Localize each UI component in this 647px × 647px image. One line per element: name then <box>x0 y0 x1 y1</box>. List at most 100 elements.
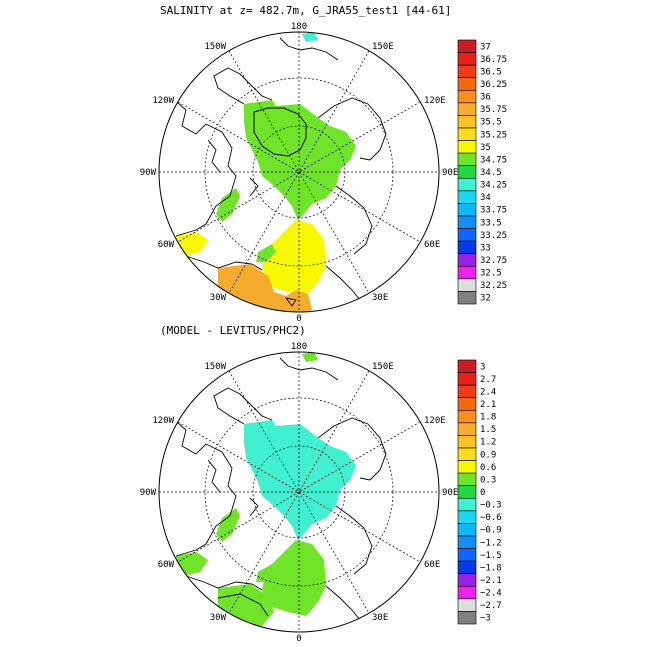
colorbar-swatch <box>457 497 477 512</box>
colorbar-tick-label: 0.3 <box>480 475 496 485</box>
lon-label: 150W <box>204 362 226 372</box>
lon-label: 90W <box>140 168 157 178</box>
colorbar-tick-label: 0.9 <box>480 450 496 460</box>
colorbar-swatch <box>457 472 477 487</box>
panel-salinity: SALINITY at z= 482.7m, G_JRA55_test1 [44… <box>140 4 507 324</box>
colorbar-tick-label: 1.2 <box>480 438 496 448</box>
colorbar-swatch <box>457 228 477 242</box>
colorbar-tick-label: 33.5 <box>480 218 502 228</box>
colorbar-swatch <box>457 52 477 66</box>
colorbar-tick-label: 32.75 <box>480 256 507 266</box>
region-labrador-diff <box>176 552 208 576</box>
colorbar-swatch <box>457 560 477 575</box>
colorbar-tick-label: −0.9 <box>480 526 502 536</box>
colorbar-swatch <box>457 585 477 600</box>
lon-label: 30W <box>210 613 227 623</box>
colorbar-tick-label: 35 <box>480 143 491 153</box>
colorbar-tick-label: 3 <box>480 362 485 372</box>
colorbar-tick-label: 33.75 <box>480 206 507 216</box>
map-2: 180 150E 120E 90E 60E 30E 0 30W 60W 90W … <box>140 342 459 644</box>
colorbar-swatch <box>457 152 477 167</box>
lon-labels-2: 180 150E 120E 90E 60E 30E 0 30W 60W 90W … <box>140 342 459 644</box>
colorbar-swatch <box>457 89 477 104</box>
colorbar-tick-label: 1.5 <box>480 425 496 435</box>
colorbar-swatch <box>457 435 477 449</box>
colorbar-swatch <box>457 278 477 292</box>
colorbar-swatch <box>457 447 477 461</box>
colorbar-swatch <box>457 397 477 411</box>
colorbar-tick-label: 37 <box>480 42 491 52</box>
region-greenland-sea-strip <box>256 244 276 262</box>
colorbar-swatch <box>457 384 477 399</box>
lon-label: 120W <box>152 416 174 426</box>
lon-label: 150W <box>204 42 226 52</box>
lon-label: 60E <box>424 240 440 250</box>
coastlines-2 <box>169 357 387 629</box>
colorbar-swatch <box>457 611 477 625</box>
colorbar-swatch <box>457 372 477 386</box>
colorbar-tick-label: 34.75 <box>480 155 507 165</box>
lon-label: 120E <box>424 96 446 106</box>
lon-label: 150E <box>372 42 394 52</box>
region-nordic-seas-diff <box>262 540 326 616</box>
colorbar-swatch <box>457 240 477 255</box>
graticule-1 <box>159 32 439 312</box>
colorbar-tick-label: 33.25 <box>480 231 507 241</box>
lon-label: 0 <box>296 634 301 644</box>
region-greenland-strip-diff <box>256 564 276 582</box>
colorbar-tick-label: −0.6 <box>480 513 502 523</box>
colorbar-tick-label: 0 <box>480 488 485 498</box>
colorbar-swatch <box>457 535 477 549</box>
colorbar-swatch <box>457 359 477 373</box>
lon-labels-1: 180 150E 120E 90E 60E 30E 0 30W 60W 90W … <box>140 22 459 324</box>
colorbar-swatch <box>457 523 477 537</box>
colorbar-tick-label: −1.5 <box>480 551 502 561</box>
colorbar-tick-label: 34.25 <box>480 181 507 191</box>
colorbar-tick-label: 34 <box>480 193 491 203</box>
colorbar-tick-label: 35.75 <box>480 105 507 115</box>
region-labrador-sea <box>176 232 208 256</box>
salinity-field <box>176 32 356 312</box>
colorbar-swatch <box>457 510 477 524</box>
colorbar-tick-label: −3 <box>480 614 491 624</box>
region-baffin-strip <box>216 188 240 222</box>
lon-label: 150E <box>372 362 394 372</box>
colorbar-tick-label: 35.5 <box>480 118 502 128</box>
lon-label: 60W <box>158 560 175 570</box>
colorbar-swatch <box>457 573 477 587</box>
colorbar-tick-label: 2.4 <box>480 387 496 397</box>
colorbar-tick-label: 2.7 <box>480 375 496 385</box>
region-atlantic-inflow <box>218 264 312 312</box>
colorbar-tick-label: 2.1 <box>480 400 496 410</box>
colorbar-swatch <box>457 177 477 192</box>
panel-2-title: (MODEL - LEVITUS/PHC2) <box>160 324 306 337</box>
colorbar-swatch <box>457 190 477 204</box>
lon-label: 90W <box>140 488 157 498</box>
lon-label: 60E <box>424 560 440 570</box>
colorbar-swatch <box>457 598 477 612</box>
colorbar-tick-label: 0.6 <box>480 463 496 473</box>
colorbar-swatch <box>457 115 477 129</box>
panel-1-title: SALINITY at z= 482.7m, G_JRA55_test1 [44… <box>160 4 451 17</box>
colorbar-swatch <box>457 265 477 280</box>
colorbar-swatch <box>457 253 477 267</box>
lon-label: 120E <box>424 416 446 426</box>
colorbar-swatch <box>457 102 477 116</box>
graticule-2 <box>159 352 439 632</box>
colorbar-tick-label: −1.2 <box>480 538 502 548</box>
lon-label: 180 <box>291 22 307 32</box>
colorbar-2: 3 2.7 2.4 2.1 1.8 1.5 1.2 0.9 0.6 0.3 0 −0.3 −0.6 −0.… <box>457 359 502 625</box>
region-arctic-interior-diff <box>244 420 356 540</box>
difference-field <box>176 352 356 626</box>
colorbar-tick-label: −0.3 <box>480 501 502 511</box>
region-pacific-inflow <box>302 32 318 42</box>
lon-label: 30E <box>372 613 388 623</box>
lon-label: 90E <box>442 168 458 178</box>
lon-label: 180 <box>291 342 307 352</box>
colorbar-tick-label: −1.8 <box>480 563 502 573</box>
colorbar-tick-label: 32.5 <box>480 269 502 279</box>
colorbar-tick-label: 35.25 <box>480 130 507 140</box>
colorbar-swatch <box>457 460 477 474</box>
colorbar-tick-label: 36.75 <box>480 55 507 65</box>
lon-label: 30E <box>372 293 388 303</box>
